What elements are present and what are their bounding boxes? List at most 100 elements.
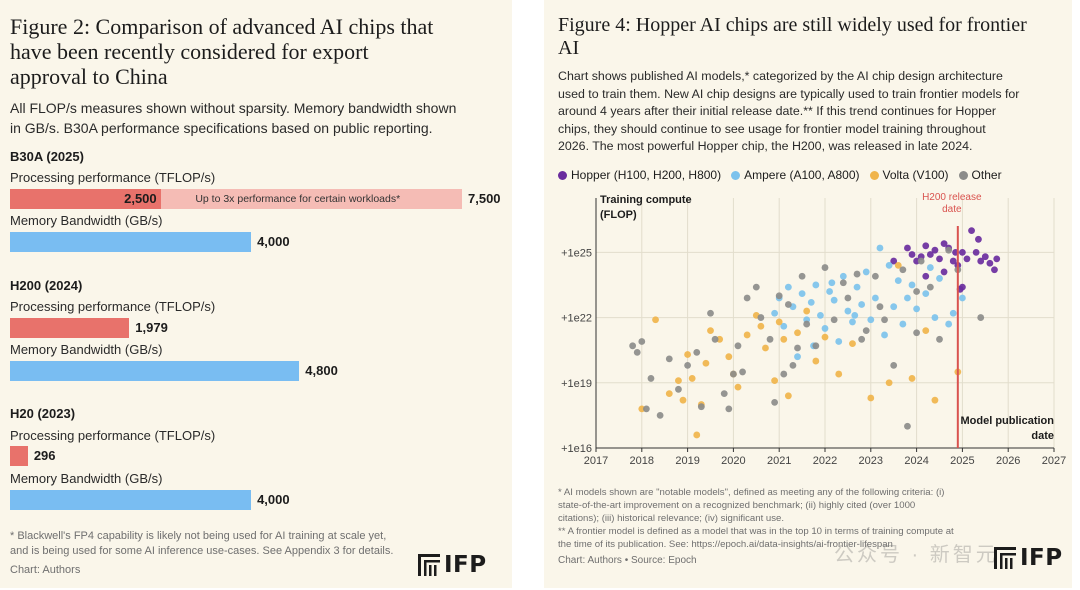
data-point (853, 283, 861, 291)
data-point (743, 294, 751, 302)
legend-item-hopper: Hopper (H100, H200, H800) (558, 168, 721, 182)
data-point (725, 405, 733, 413)
data-point (807, 298, 815, 306)
data-point (707, 327, 714, 335)
data-point (734, 383, 742, 391)
data-point (908, 281, 916, 289)
figure-4-title: Figure 4: Hopper AI chips are still wide… (558, 14, 1027, 60)
data-point (642, 405, 650, 413)
data-point (986, 259, 994, 267)
value-label-b30a-memory: 4,000 (257, 234, 290, 249)
figure-4-footnote: * AI models shown are "notable models", … (558, 486, 954, 551)
data-point (913, 288, 920, 295)
data-point (784, 301, 792, 308)
x-tick-label: 2019 (675, 455, 699, 467)
figure-4-source: Chart: Authors • Source: Epoch (558, 555, 697, 566)
data-point (835, 370, 843, 378)
legend-label: Volta (V100) (882, 168, 949, 182)
data-point (794, 329, 801, 337)
ifp-logo-text: IFP (444, 552, 487, 578)
figure-4-panel: Figure 4: Hopper AI chips are still wide… (544, 0, 1072, 588)
data-point (871, 272, 879, 280)
subtitle-line: chips, they should continue to see usage… (558, 121, 986, 136)
data-point (885, 261, 893, 269)
legend-item-other: Other (958, 168, 1002, 182)
x-tick-label: 2023 (859, 455, 883, 467)
legend-label: Other (971, 168, 1002, 182)
data-point (881, 316, 888, 324)
data-point (876, 244, 884, 252)
data-point (949, 257, 957, 265)
subtitle-line: in GB/s. B30A performance specifications… (10, 120, 433, 136)
data-point (894, 261, 902, 269)
data-point (862, 327, 870, 335)
data-point (968, 227, 975, 235)
data-point (830, 316, 838, 324)
data-point (720, 390, 728, 398)
x-tick-label: 2021 (767, 455, 791, 467)
x-tick-label: 2020 (721, 455, 745, 467)
ifp-logo: IFP (994, 545, 1063, 571)
data-point (963, 255, 971, 263)
data-point (702, 359, 710, 367)
figure-2-panel: Figure 2: Comparison of advanced AI chip… (0, 0, 512, 588)
data-point (904, 244, 911, 252)
footnote-line: the time of its publication. See: https:… (558, 539, 893, 550)
data-point (890, 361, 898, 369)
data-point (890, 257, 898, 265)
data-point (633, 348, 641, 356)
x-tick-label: 2025 (950, 455, 974, 467)
bar-h20-memory (10, 490, 252, 510)
legend-label: Hopper (H100, H200, H800) (571, 168, 722, 182)
footnote-line: * Blackwell's FP4 capability is likely n… (10, 530, 387, 542)
data-point (949, 309, 957, 317)
data-point (862, 268, 870, 276)
group-title-b30a: B30A (2025) (10, 149, 84, 164)
legend-dot-icon (731, 170, 741, 180)
subtitle-line: used to train them. New AI chip designs … (558, 86, 1020, 101)
watermark-text: 公众号 · 新智元 (834, 544, 999, 566)
footnote-line: * AI models shown are "notable models", … (558, 487, 945, 498)
data-point (975, 235, 982, 243)
data-point (812, 342, 820, 350)
data-point (688, 375, 696, 382)
figure-2-title: Figure 2: Comparison of advanced AI chip… (10, 14, 433, 89)
figure-4-subtitle: Chart shows published AI models,* catego… (558, 68, 1019, 156)
x-axis-title: date (1031, 430, 1054, 442)
data-point (730, 370, 737, 378)
data-point (981, 253, 989, 261)
data-point (638, 338, 646, 345)
group-title-h20: H20 (2023) (10, 406, 76, 421)
data-point (821, 264, 829, 271)
data-point (940, 240, 948, 248)
value-label-h200-processing: 1,979 (135, 320, 168, 335)
data-point (675, 377, 682, 385)
bar-h200-processing (10, 318, 130, 338)
legend-label: Ampere (A100, A800) (744, 168, 860, 182)
data-point (881, 331, 888, 339)
data-point (899, 320, 907, 328)
data-point (904, 422, 911, 430)
memory-label-h20: Memory Bandwidth (GB/s) (10, 471, 163, 486)
data-point (844, 307, 852, 315)
data-point (794, 344, 801, 352)
title-line: Figure 4: Hopper AI chips are still wide… (558, 14, 1027, 36)
data-point (812, 357, 820, 365)
data-point (922, 272, 930, 280)
data-point (876, 303, 884, 311)
data-point (945, 246, 953, 254)
data-point (991, 266, 998, 274)
value-label-h200-memory: 4,800 (305, 363, 338, 378)
data-point (936, 275, 943, 282)
footnote-line: citations); (iii) historical relevance; … (558, 513, 785, 524)
value-label-b30a-processing: 2,500 (124, 191, 157, 206)
x-axis-title: Model publication (961, 415, 1055, 427)
data-point (711, 335, 719, 343)
data-point (766, 335, 774, 343)
data-point (908, 251, 916, 258)
data-point (913, 305, 920, 313)
value-label-h20-processing: 296 (33, 448, 56, 463)
data-point (977, 257, 985, 265)
data-point (771, 398, 779, 406)
footnote-line: state-of-the-art improvement on a recogn… (558, 500, 916, 511)
